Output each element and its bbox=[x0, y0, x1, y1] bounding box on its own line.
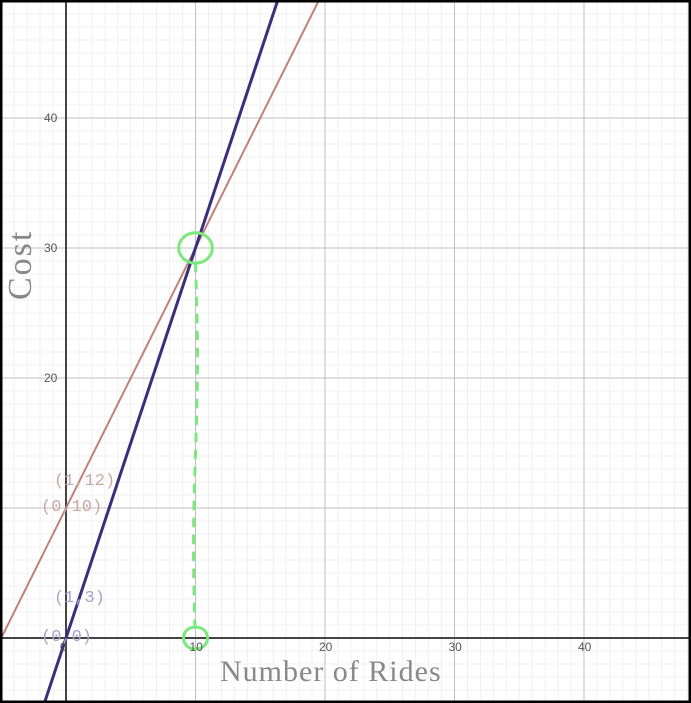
y-tick-label: 30 bbox=[44, 241, 57, 255]
y-tick-label: 20 bbox=[44, 371, 57, 385]
x-tick-label: 10 bbox=[190, 640, 203, 654]
point-label: (0,10) bbox=[41, 498, 102, 517]
x-tick-label: 40 bbox=[578, 640, 591, 654]
point-label: (1,3) bbox=[54, 589, 105, 608]
x-tick-label: 20 bbox=[319, 640, 332, 654]
y-tick-label: 40 bbox=[44, 111, 57, 125]
point-label: (0,0) bbox=[41, 628, 92, 647]
point-label: (1,12) bbox=[54, 472, 115, 491]
x-tick-label: 30 bbox=[449, 640, 462, 654]
